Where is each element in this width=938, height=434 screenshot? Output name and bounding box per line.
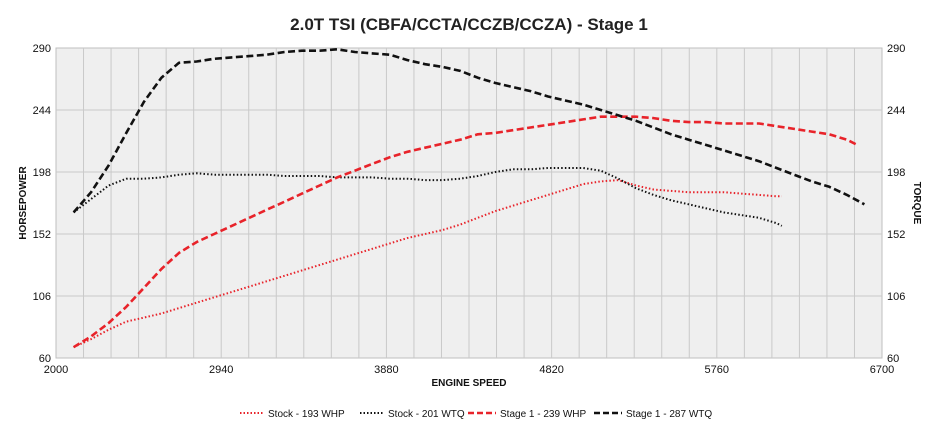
y-axis-left-label: HORSEPOWER [18,166,29,240]
y-left-tick-label: 198 [33,167,51,179]
legend-label: Stage 1 - 287 WTQ [626,409,712,420]
y-right-tick-label: 152 [887,229,905,241]
y-right-tick-label: 198 [887,167,905,179]
chart-title: 2.0T TSI (CBFA/CCTA/CCZB/CCZA) - Stage 1 [290,15,648,34]
x-tick-label: 3880 [374,364,398,376]
y-axis-right-label: TORQUE [911,182,922,225]
y-right-tick-label: 290 [887,43,905,55]
legend-label: Stage 1 - 239 WHP [500,409,586,420]
series-layer [72,48,866,349]
y-left-tick-label: 106 [33,291,51,303]
y-axis-right-ticks: 60 106 152 198 244 290 [887,43,905,365]
series-line-2 [72,115,858,349]
x-tick-label: 5760 [705,364,729,376]
x-axis-ticks: 2000 2940 3880 4820 5760 6700 [44,364,894,376]
series-line-1 [72,167,783,227]
y-right-tick-label: 60 [887,353,899,365]
vertical-gridlines [83,48,855,358]
y-left-tick-label: 60 [39,353,51,365]
y-axis-left-ticks: 60 106 152 198 244 290 [33,43,51,365]
x-tick-label: 4820 [539,364,563,376]
x-axis-label: ENGINE SPEED [431,378,506,389]
y-right-tick-label: 106 [887,291,905,303]
y-right-tick-label: 244 [887,105,905,117]
series-line-3 [72,48,866,214]
legend-item-stock-whp: Stock - 193 WHP [240,409,345,420]
legend-label: Stock - 201 WTQ [388,409,465,420]
x-tick-label: 6700 [870,364,894,376]
legend-item-stock-wtq: Stock - 201 WTQ [360,409,465,420]
y-left-tick-label: 244 [33,105,51,117]
y-left-tick-label: 152 [33,229,51,241]
legend: Stock - 193 WHP Stock - 201 WTQ Stage 1 … [240,409,712,420]
y-left-tick-label: 290 [33,43,51,55]
legend-item-stage1-wtq: Stage 1 - 287 WTQ [594,409,712,420]
legend-label: Stock - 193 WHP [268,409,345,420]
x-tick-label: 2940 [209,364,233,376]
horizontal-gridlines [56,109,882,297]
legend-item-stage1-whp: Stage 1 - 239 WHP [468,409,586,420]
x-tick-label: 2000 [44,364,68,376]
